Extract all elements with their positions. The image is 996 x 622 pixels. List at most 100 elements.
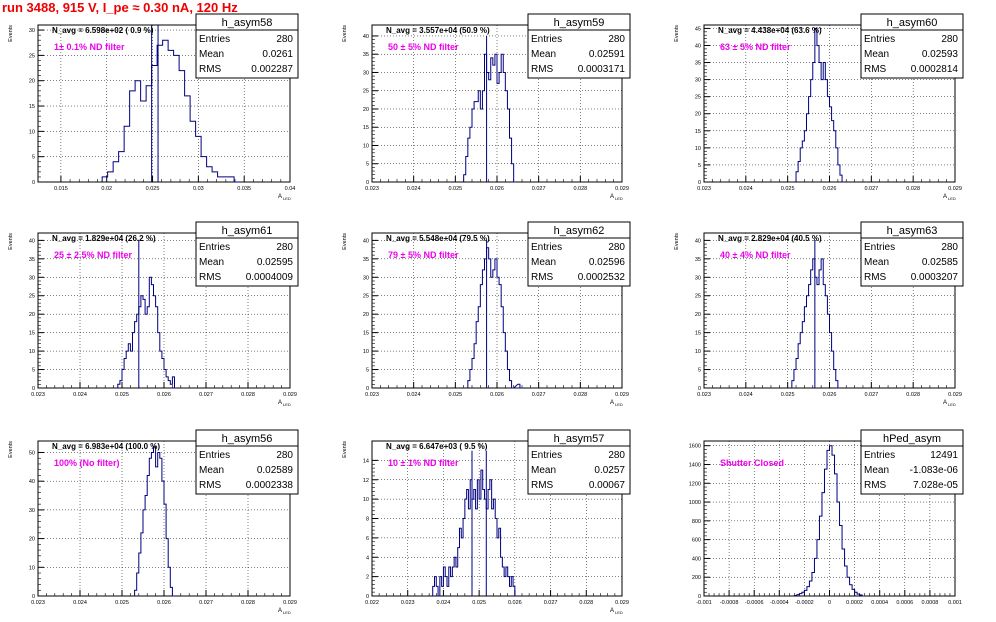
x-tick-label: 0.028 <box>906 392 920 398</box>
stats-box <box>527 445 631 495</box>
y-axis-title: Events <box>342 441 348 458</box>
stats-value: 280 <box>276 450 293 461</box>
x-tick-label: 0.02 <box>101 186 112 192</box>
x-tick-label: 0.035 <box>237 186 251 192</box>
y-tick-label: 30 <box>695 275 701 281</box>
x-tick-label: 0.025 <box>781 392 795 398</box>
y-tick-label: 25 <box>363 294 369 300</box>
x-tick-label: 0.025 <box>146 186 160 192</box>
y-axis-title: Events <box>674 25 680 42</box>
histogram-name: h_asym58 <box>222 17 273 29</box>
y-tick-label: 20 <box>695 112 701 118</box>
y-tick-label: 15 <box>695 331 701 337</box>
y-tick-label: 1600 <box>689 444 701 450</box>
y-tick-label: 1400 <box>689 462 701 468</box>
stats-value: -1.083e-06 <box>910 465 959 476</box>
stats-label: Mean <box>199 49 224 60</box>
x-tick-label: 0.023 <box>365 392 379 398</box>
histogram-name: h_asym61 <box>222 225 273 237</box>
stats-label: Entries <box>864 450 895 461</box>
x-tick-label: 0.027 <box>532 392 546 398</box>
y-tick-label: 35 <box>363 52 369 58</box>
histogram-name: h_asym59 <box>554 17 605 29</box>
histogram-line <box>463 53 516 183</box>
x-tick-label: 0.029 <box>283 392 297 398</box>
y-tick-label: 30 <box>29 508 35 514</box>
x-tick-label: 0.026 <box>823 392 837 398</box>
stats-label: Entries <box>531 34 562 45</box>
histogram-line <box>134 446 175 597</box>
x-tick-label: 0.028 <box>241 392 255 398</box>
stats-value: 280 <box>941 242 958 253</box>
y-tick-label: 15 <box>363 125 369 131</box>
navg-label: N_avg = 6.647e+03 ( 9.5 %) <box>386 442 488 451</box>
stats-box <box>195 237 299 287</box>
stats-value: 0.00067 <box>589 480 626 491</box>
x-tick-label: 0.025 <box>448 392 462 398</box>
x-tick-label: 0.028 <box>573 392 587 398</box>
x-axis-title: ALED <box>610 608 623 615</box>
y-tick-label: 600 <box>692 538 701 544</box>
x-tick-label: 0.0004 <box>871 600 888 606</box>
x-tick-label: 0.025 <box>115 392 129 398</box>
y-tick-label: 40 <box>695 43 701 49</box>
x-tick-label: 0.026 <box>157 600 171 606</box>
navg-label: N_avg = 2.829e+04 (40.5 %) <box>718 234 822 243</box>
y-tick-label: 0 <box>366 180 369 186</box>
histogram-line <box>101 39 240 183</box>
stats-label: Mean <box>199 465 224 476</box>
navg-label: N_avg = 5.548e+04 (79.5 %) <box>386 234 490 243</box>
stats-label: RMS <box>199 64 222 75</box>
stats-box <box>860 29 964 79</box>
y-tick-label: 30 <box>29 28 35 34</box>
y-tick-label: 0 <box>698 180 701 186</box>
y-tick-label: 10 <box>363 349 369 355</box>
stats-value: 280 <box>276 242 293 253</box>
y-tick-label: 20 <box>363 312 369 318</box>
histogram-panel-h_asym61: 0 5 10 15 20 25 30 35 40 0.023 0.024 0.025 0.026 0.02… <box>8 221 299 407</box>
histogram-panel-h_asym63: 0 5 10 15 20 25 30 35 40 0.023 0.024 0.025 0.026 0.02… <box>674 221 964 407</box>
stats-value: 280 <box>608 242 625 253</box>
y-tick-label: 0 <box>32 594 35 600</box>
x-axis-title: ALED <box>610 400 623 407</box>
stats-value: 7.028e-05 <box>913 480 958 491</box>
x-axis-title: ALED <box>278 194 291 201</box>
stats-label: RMS <box>199 272 222 283</box>
y-tick-label: 15 <box>29 104 35 110</box>
y-tick-label: 40 <box>363 34 369 40</box>
stats-label: Mean <box>864 49 889 60</box>
x-tick-label: -0.0004 <box>770 600 789 606</box>
stats-label: Entries <box>531 450 562 461</box>
stats-value: 0.02593 <box>922 49 959 60</box>
histogram-panel-h_asym57: 0 2 4 6 8 10 12 14 0.022 0.023 0.024 0.025 0.026 0.02… <box>342 429 631 615</box>
stats-value: 0.0261 <box>262 49 293 60</box>
y-tick-label: 20 <box>363 107 369 113</box>
filter-label: 63 ± 5% ND filter <box>720 42 791 52</box>
stats-value: 280 <box>608 34 625 45</box>
x-tick-label: 0.0006 <box>896 600 913 606</box>
y-tick-label: 15 <box>363 331 369 337</box>
y-tick-label: 5 <box>366 368 369 374</box>
run-title: run 3488, 915 V, I_pe ≈ 0.30 nA, 120 Hz <box>2 0 238 15</box>
stats-label: Entries <box>199 450 230 461</box>
histogram-name: h_asym62 <box>554 225 605 237</box>
stats-label: Mean <box>531 49 556 60</box>
x-tick-label: 0.028 <box>573 186 587 192</box>
histogram-panel-h_asym59: 0 5 10 15 20 25 30 35 40 0.023 0.024 0.025 0.026 0.02… <box>342 13 631 201</box>
stats-box <box>860 445 964 495</box>
y-tick-label: 30 <box>695 78 701 84</box>
x-tick-label: 0.026 <box>823 186 837 192</box>
x-axis-title: ALED <box>943 194 956 201</box>
x-tick-label: -0.0006 <box>745 600 764 606</box>
filter-label: 79 ± 5% ND filter <box>388 250 459 260</box>
x-tick-label: 0.027 <box>864 392 878 398</box>
histogram-panel-hPed_asym: 0 200 400 600 800 1000 1200 1400 1600 -0.001 -0.00… <box>689 429 964 606</box>
stats-label: RMS <box>199 480 222 491</box>
y-tick-label: 45 <box>695 26 701 32</box>
histogram-line <box>793 445 865 597</box>
stats-box <box>195 29 299 79</box>
y-tick-label: 6 <box>366 536 369 542</box>
x-tick-label: -0.0008 <box>720 600 739 606</box>
histogram-line <box>795 27 845 183</box>
